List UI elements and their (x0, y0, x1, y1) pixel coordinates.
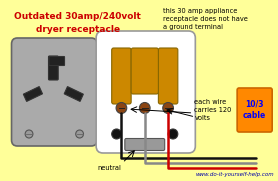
Circle shape (116, 102, 127, 113)
FancyBboxPatch shape (11, 38, 97, 146)
Text: neutral: neutral (98, 165, 122, 171)
Circle shape (76, 130, 83, 138)
FancyBboxPatch shape (96, 31, 195, 153)
FancyBboxPatch shape (49, 56, 64, 66)
Circle shape (112, 129, 121, 139)
Text: Outdated 30amp/240volt
dryer receptacle: Outdated 30amp/240volt dryer receptacle (14, 12, 141, 33)
Text: this 30 amp appliance
receptacle does not have
a ground terminal: this 30 amp appliance receptacle does no… (163, 8, 248, 30)
FancyBboxPatch shape (112, 48, 131, 104)
Circle shape (168, 129, 178, 139)
Text: 10/3
cable: 10/3 cable (243, 100, 266, 120)
FancyBboxPatch shape (158, 48, 178, 104)
FancyBboxPatch shape (48, 56, 58, 80)
Polygon shape (23, 87, 43, 101)
Polygon shape (64, 87, 83, 101)
FancyBboxPatch shape (131, 48, 158, 94)
Text: each wire
carries 120
volts: each wire carries 120 volts (194, 99, 232, 121)
FancyBboxPatch shape (237, 88, 272, 132)
FancyBboxPatch shape (125, 138, 165, 150)
Circle shape (25, 130, 33, 138)
Circle shape (139, 102, 150, 113)
Circle shape (163, 102, 173, 113)
Text: www.do-it-yourself-help.com: www.do-it-yourself-help.com (195, 172, 274, 177)
